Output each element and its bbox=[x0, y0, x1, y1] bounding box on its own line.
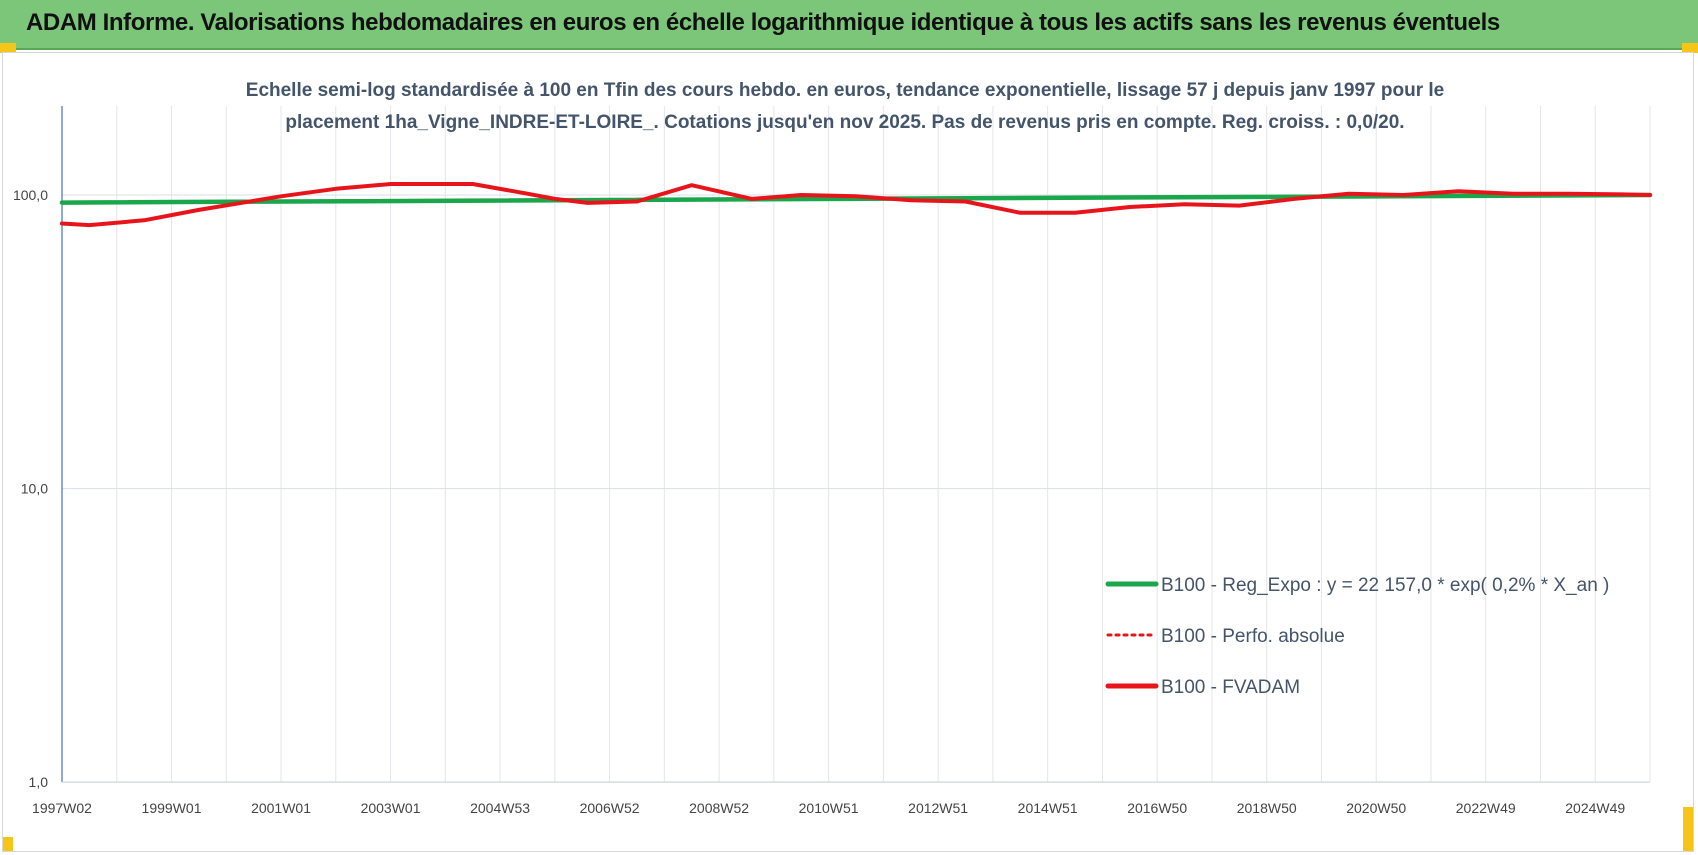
corner-mark-right bbox=[1682, 43, 1698, 53]
legend-label-0: B100 - Reg_Expo : y = 22 157,0 * exp( 0,… bbox=[1161, 575, 1609, 596]
chart-title: Echelle semi-log standardisée à 100 en T… bbox=[246, 80, 1444, 133]
x-tick-label: 2024W49 bbox=[1565, 800, 1625, 816]
x-tick-label: 2018W50 bbox=[1237, 800, 1297, 816]
corner-mark-bottom-right bbox=[1683, 807, 1693, 851]
x-tick-label: 2014W51 bbox=[1018, 800, 1078, 816]
banner: ADAM Informe. Valorisations hebdomadaire… bbox=[0, 0, 1698, 50]
legend-label-2: B100 - FVADAM bbox=[1161, 677, 1300, 698]
x-tick-label: 2010W51 bbox=[799, 800, 859, 816]
x-tick-label: 2008W52 bbox=[689, 800, 749, 816]
x-tick-label: 2020W50 bbox=[1346, 800, 1406, 816]
chart-title-line-2: placement 1ha_Vigne_INDRE-ET-LOIRE_. Cot… bbox=[285, 112, 1404, 133]
x-tick-label: 1999W01 bbox=[142, 800, 202, 816]
x-tick-label: 1997W02 bbox=[32, 800, 92, 816]
x-tick-label: 2006W52 bbox=[580, 800, 640, 816]
x-tick-label: 2022W49 bbox=[1456, 800, 1516, 816]
series-line-2 bbox=[60, 182, 1652, 228]
x-tick-label: 2003W01 bbox=[361, 800, 421, 816]
x-tick-label: 2001W01 bbox=[251, 800, 311, 816]
x-tick-label: 2012W51 bbox=[908, 800, 968, 816]
corner-mark-bottom-left bbox=[3, 837, 13, 851]
x-tick-label: 2016W50 bbox=[1127, 800, 1187, 816]
chart-frame bbox=[2, 52, 1694, 852]
y-tick-label: 100,0 bbox=[13, 187, 48, 203]
grid bbox=[61, 106, 1651, 783]
legend: B100 - Reg_Expo : y = 22 157,0 * exp( 0,… bbox=[1105, 575, 1609, 698]
axes: 1,0 10,0 100,0 1997W02 1999W01 2001W01 2003W01… bbox=[13, 106, 1650, 816]
legend-label-1: B100 - Perfo. absolue bbox=[1161, 626, 1345, 647]
y-tick-label: 10,0 bbox=[21, 481, 48, 497]
chart-title-line-1: Echelle semi-log standardisée à 100 en T… bbox=[246, 80, 1444, 101]
series bbox=[59, 182, 1653, 228]
x-tick-label: 2004W53 bbox=[470, 800, 530, 816]
corner-mark-left bbox=[0, 43, 16, 53]
page-title: ADAM Informe. Valorisations hebdomadaire… bbox=[26, 9, 1500, 36]
y-tick-label: 1,0 bbox=[29, 774, 49, 790]
